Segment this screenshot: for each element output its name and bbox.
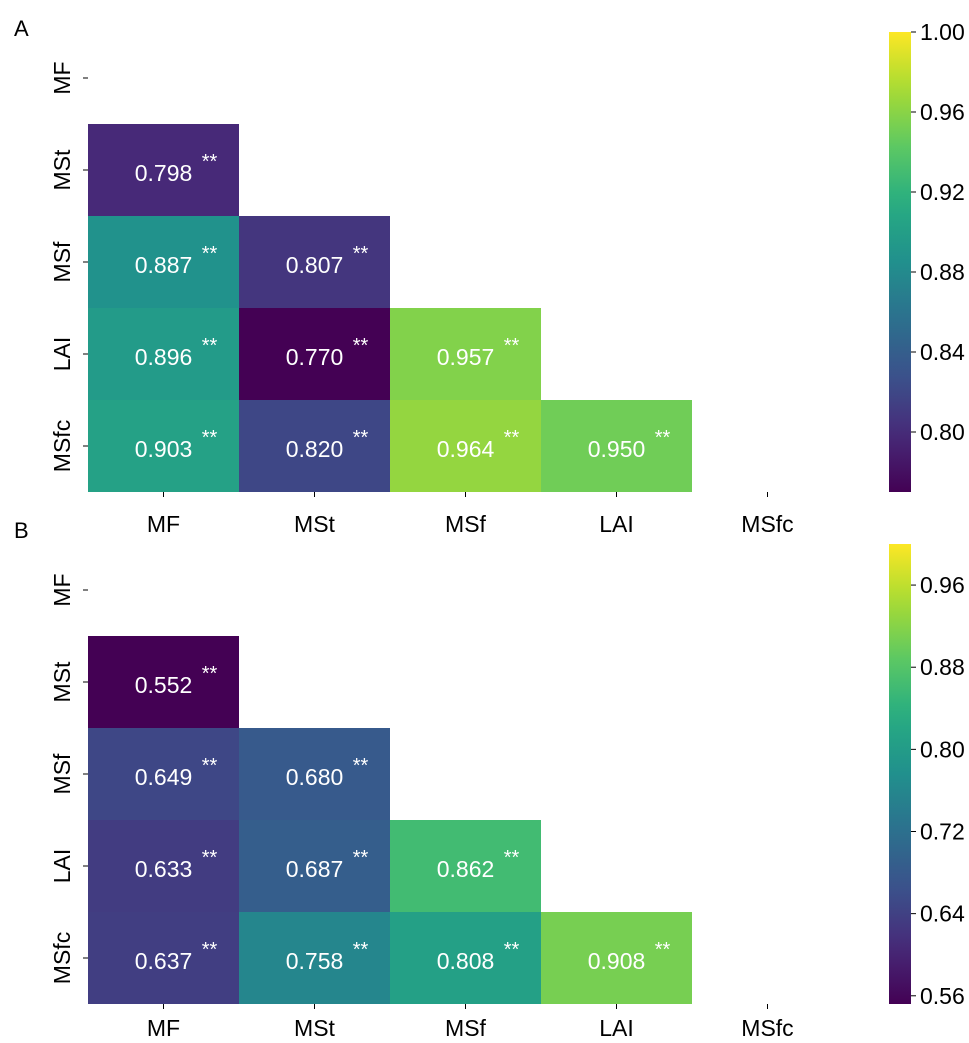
panel-label-b: B (14, 518, 29, 543)
significance-marker: ** (202, 151, 218, 173)
y-tick-label: MF (49, 573, 75, 606)
heatmap-cell (541, 912, 692, 1004)
heatmap-cell (88, 820, 239, 912)
significance-marker: ** (655, 427, 671, 449)
cell-value-label: 0.649 (135, 764, 193, 790)
significance-marker: ** (202, 755, 218, 777)
significance-marker: ** (353, 847, 369, 869)
cell-value-label: 0.820 (286, 436, 344, 462)
cell-value-label: 0.680 (286, 764, 344, 790)
cell-value-label: 0.896 (135, 344, 193, 370)
colorbar-tick-label: 0.92 (920, 179, 965, 205)
significance-marker: ** (353, 939, 369, 961)
heatmap-cell (88, 216, 239, 308)
cell-value-label: 0.862 (437, 856, 495, 882)
significance-marker: ** (353, 755, 369, 777)
cell-value-label: 0.687 (286, 856, 344, 882)
significance-marker: ** (504, 847, 520, 869)
heatmap-cell (390, 912, 541, 1004)
colorbar-tick-label: 0.80 (920, 736, 965, 762)
cell-value-label: 0.903 (135, 436, 193, 462)
heatmap-cell (390, 400, 541, 492)
colorbar (889, 32, 911, 492)
cell-value-label: 0.950 (588, 436, 646, 462)
cell-value-label: 0.770 (286, 344, 344, 370)
significance-marker: ** (202, 335, 218, 357)
heatmap-cell (239, 400, 390, 492)
cell-value-label: 0.758 (286, 948, 344, 974)
y-tick-label: MSfc (49, 420, 75, 472)
x-tick-label: MSf (445, 1015, 487, 1041)
colorbar-tick-label: 1.00 (920, 19, 965, 45)
heatmap-cell (239, 912, 390, 1004)
y-tick-label: MSt (49, 149, 75, 191)
y-tick-label: MSt (49, 661, 75, 703)
heatmap-cell (239, 820, 390, 912)
colorbar-tick-label: 0.84 (920, 339, 965, 365)
cell-value-label: 0.807 (286, 252, 344, 278)
x-tick-label: LAI (599, 511, 634, 537)
x-tick-label: MSt (294, 511, 336, 537)
significance-marker: ** (655, 939, 671, 961)
significance-marker: ** (353, 243, 369, 265)
colorbar-tick-label: 0.64 (920, 901, 965, 927)
x-tick-label: MSfc (741, 511, 793, 537)
heatmap-cell (88, 308, 239, 400)
y-tick-label: LAI (49, 337, 75, 372)
significance-marker: ** (202, 427, 218, 449)
x-tick-label: MF (147, 511, 180, 537)
heatmap-panel-a: A 0.798 ** 0.887 ** 0.807 ** 0.896 ** 0.770 ** 0.95… (14, 16, 965, 537)
cell-value-label: 0.633 (135, 856, 193, 882)
colorbar-tick-label: 0.88 (920, 259, 965, 285)
heatmap-cell (390, 308, 541, 400)
heatmap-panel-b: B 0.552 ** 0.649 ** 0.680 ** 0.633 ** 0.687 ** 0.86… (14, 518, 965, 1041)
cell-value-label: 0.908 (588, 948, 646, 974)
x-tick-label: MSt (294, 1015, 336, 1041)
heatmap-cell (88, 636, 239, 728)
heatmap-cell (88, 400, 239, 492)
heatmap-cell (541, 400, 692, 492)
cell-value-label: 0.798 (135, 160, 193, 186)
cell-value-label: 0.957 (437, 344, 495, 370)
significance-marker: ** (353, 335, 369, 357)
colorbar-tick-label: 0.80 (920, 419, 965, 445)
colorbar-tick-label: 0.96 (920, 572, 965, 598)
x-tick-label: MSf (445, 511, 487, 537)
x-tick-label: LAI (599, 1015, 634, 1041)
colorbar-tick-label: 0.56 (920, 983, 965, 1009)
cell-value-label: 0.808 (437, 948, 495, 974)
heatmap-cell (88, 728, 239, 820)
x-tick-label: MSfc (741, 1015, 793, 1041)
heatmap-cell (239, 728, 390, 820)
significance-marker: ** (353, 427, 369, 449)
significance-marker: ** (202, 663, 218, 685)
cell-value-label: 0.887 (135, 252, 193, 278)
y-tick-label: MSf (49, 753, 75, 795)
y-tick-label: MSfc (49, 932, 75, 984)
panel-label-a: A (14, 16, 29, 41)
y-tick-label: MF (49, 61, 75, 94)
heatmap-cell (390, 820, 541, 912)
y-tick-label: MSf (49, 241, 75, 283)
cell-value-label: 0.637 (135, 948, 193, 974)
x-tick-label: MF (147, 1015, 180, 1041)
colorbar (889, 544, 911, 1004)
colorbar-tick-label: 0.88 (920, 654, 965, 680)
significance-marker: ** (202, 939, 218, 961)
heatmap-cell (239, 216, 390, 308)
cell-value-label: 0.552 (135, 672, 193, 698)
heatmap-cell (88, 124, 239, 216)
heatmap-cell (88, 912, 239, 1004)
significance-marker: ** (504, 939, 520, 961)
significance-marker: ** (504, 335, 520, 357)
cell-value-label: 0.964 (437, 436, 495, 462)
significance-marker: ** (202, 847, 218, 869)
significance-marker: ** (202, 243, 218, 265)
colorbar-tick-label: 0.96 (920, 99, 965, 125)
colorbar-tick-label: 0.72 (920, 819, 965, 845)
y-tick-label: LAI (49, 849, 75, 884)
heatmap-cell (239, 308, 390, 400)
significance-marker: ** (504, 427, 520, 449)
